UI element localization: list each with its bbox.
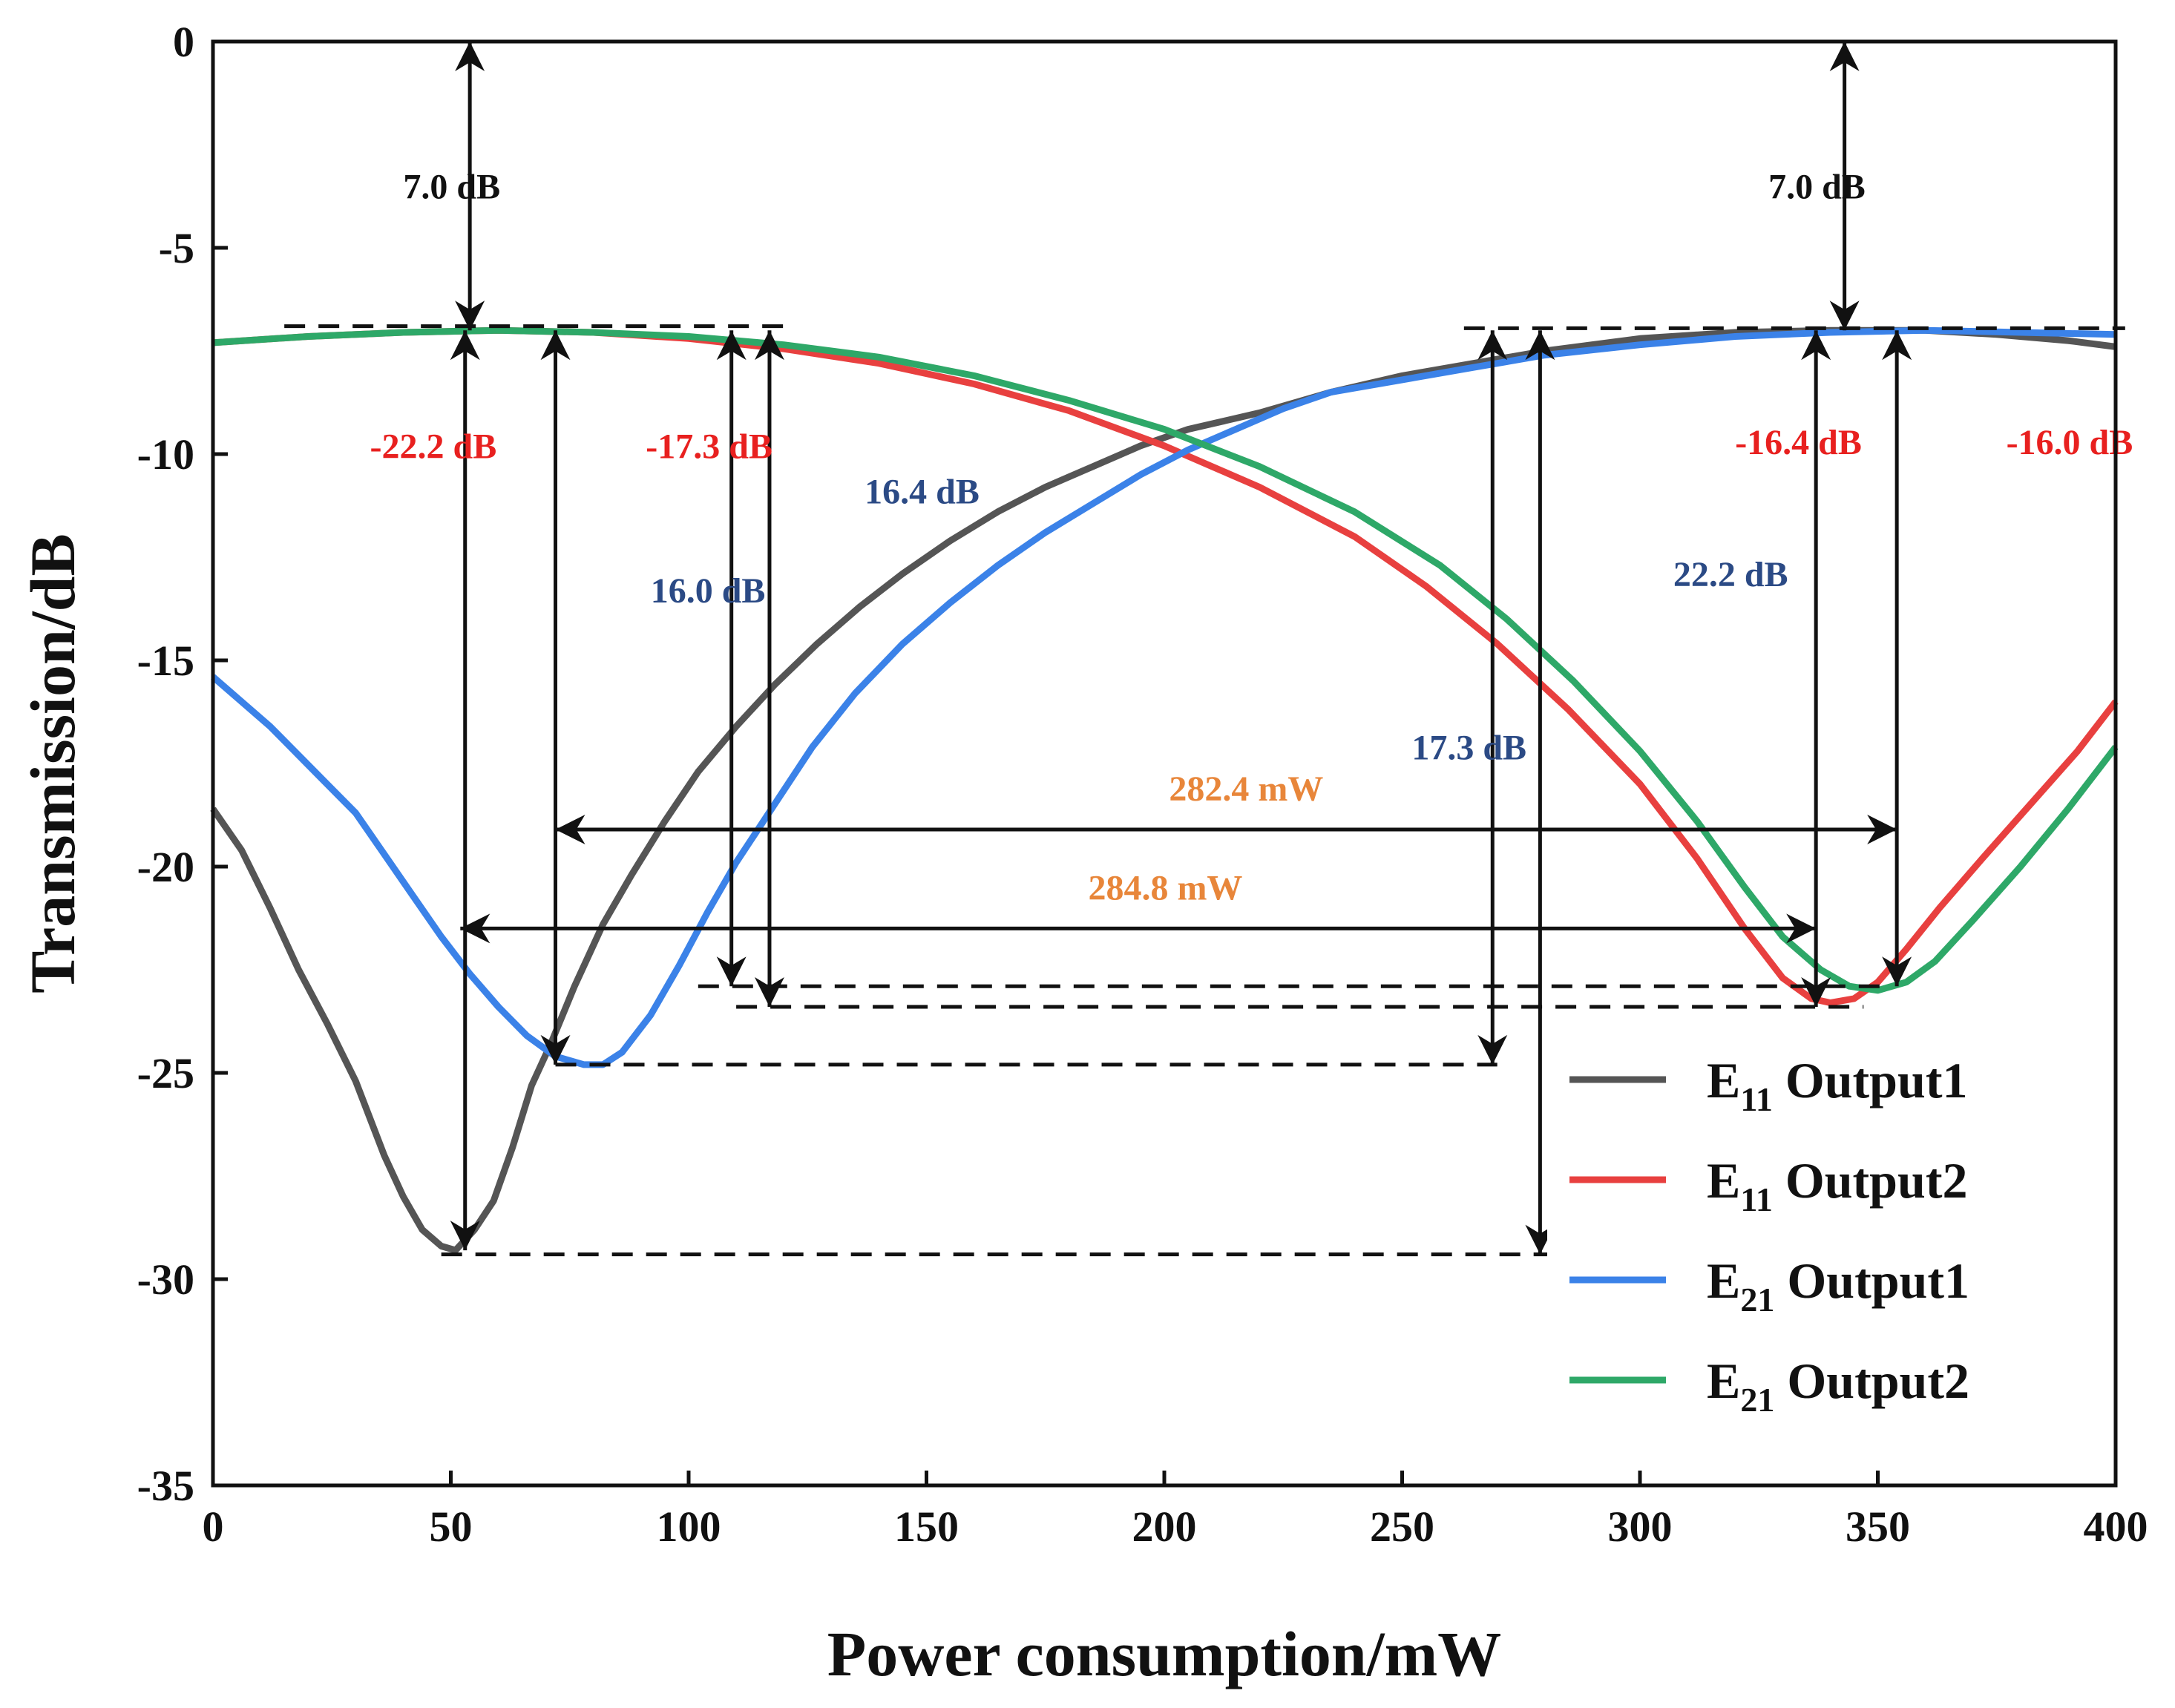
annotation-label: 7.0 dB xyxy=(403,167,500,206)
y-tick-label: -15 xyxy=(137,637,194,685)
legend-label: E11 Output1 xyxy=(1707,1052,1967,1118)
annotation-label: -16.4 dB xyxy=(1735,423,1862,462)
x-tick-label: 100 xyxy=(657,1502,721,1551)
legend-label: E11 Output2 xyxy=(1707,1152,1967,1218)
legend-label: E21 Output1 xyxy=(1707,1252,1969,1318)
annotation-label: 282.4 mW xyxy=(1169,769,1323,809)
y-tick-label: -35 xyxy=(137,1462,194,1510)
axis-layer: 0 50 100 150 200 250 300 350 400 0 -5 -10 -15 -20 -25 -… xyxy=(137,18,2148,1551)
x-tick-label: 200 xyxy=(1132,1502,1197,1551)
y-tick-label: -20 xyxy=(137,843,194,891)
legend: E11 Output1 E11 Output2 E21 Output1 E21 Out… xyxy=(1547,1020,2081,1436)
annotation-label: 16.0 dB xyxy=(651,571,766,611)
x-tick-label: 150 xyxy=(894,1502,959,1551)
x-tick-label: 50 xyxy=(430,1502,473,1551)
annotation-label: 284.8 mW xyxy=(1088,868,1242,907)
legend-background xyxy=(1547,1020,2081,1436)
x-tick-label: 400 xyxy=(2084,1502,2148,1551)
annotation-label: -16.0 dB xyxy=(2007,423,2133,462)
y-tick-label: 0 xyxy=(173,18,194,66)
x-tick-label: 300 xyxy=(1608,1502,1673,1551)
legend-label: E21 Output2 xyxy=(1707,1353,1969,1419)
x-tick-label: 0 xyxy=(203,1502,224,1551)
y-tick-label: -25 xyxy=(137,1049,194,1097)
y-tick-label: -10 xyxy=(137,430,194,479)
guide-layer xyxy=(284,324,2125,1257)
arrow-layer xyxy=(450,41,1912,1255)
annotation-label: -17.3 dB xyxy=(646,427,772,467)
y-axis-title: Transmission/dB xyxy=(17,533,88,993)
annotation-label: 22.2 dB xyxy=(1673,555,1788,594)
annotation-label: -22.2 dB xyxy=(370,427,497,467)
annotation-layer: 7.0 dB 7.0 dB -22.2 dB -17.3 dB 16.4 dB 16.0 … xyxy=(370,167,2133,907)
annotation-label: 7.0 dB xyxy=(1768,167,1866,206)
annotation-label: 17.3 dB xyxy=(1411,728,1526,767)
x-tick-label: 350 xyxy=(1846,1502,1910,1551)
annotation-label: 16.4 dB xyxy=(865,473,980,512)
y-tick-label: -30 xyxy=(137,1255,194,1304)
x-tick-label: 250 xyxy=(1370,1502,1434,1551)
x-axis-title: Power consumption/mW xyxy=(827,1618,1502,1689)
y-tick-label: -5 xyxy=(159,224,194,272)
